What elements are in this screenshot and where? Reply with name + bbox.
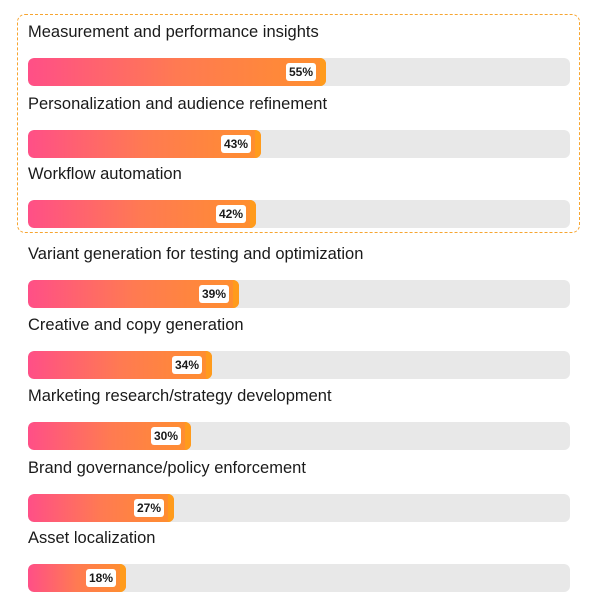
bar-row: Marketing research/strategy development 3…: [28, 386, 570, 450]
bar-end-cap: [320, 58, 326, 86]
bar-track: 30%: [28, 422, 570, 450]
bar-row: Asset localization 18%: [28, 528, 570, 592]
bar-track: 55%: [28, 58, 570, 86]
value-label: 27%: [133, 499, 164, 517]
bar-end-cap: [185, 422, 191, 450]
category-label: Marketing research/strategy development: [28, 387, 332, 405]
category-label: Creative and copy generation: [28, 316, 244, 334]
bar-track: 34%: [28, 351, 570, 379]
value-label: 39%: [198, 285, 229, 303]
bar: [28, 58, 326, 86]
bar-end-cap: [168, 494, 174, 522]
category-label: Workflow automation: [28, 165, 182, 183]
category-label: Personalization and audience refinement: [28, 95, 328, 113]
bar-row: Brand governance/policy enforcement 27%: [28, 458, 570, 522]
value-label: 42%: [215, 205, 246, 223]
bar-end-cap: [250, 200, 256, 228]
value-label: 43%: [220, 135, 251, 153]
value-label: 30%: [150, 427, 181, 445]
bar-end-cap: [255, 130, 261, 158]
bar-track: 39%: [28, 280, 570, 308]
category-label: Asset localization: [28, 529, 156, 547]
bar-row: Variant generation for testing and optim…: [28, 244, 570, 308]
bar-track: 42%: [28, 200, 570, 228]
bar-track: 43%: [28, 130, 570, 158]
bar-track: 18%: [28, 564, 570, 592]
bar-row: Workflow automation 42%: [28, 164, 570, 228]
bar-row: Measurement and performance insights 55%: [28, 22, 570, 86]
category-label: Measurement and performance insights: [28, 23, 319, 41]
category-label: Variant generation for testing and optim…: [28, 245, 364, 263]
value-label: 34%: [171, 356, 202, 374]
top-three-highlight-box: [17, 14, 580, 233]
bar-track: 27%: [28, 494, 570, 522]
value-label: 18%: [85, 569, 116, 587]
bar-end-cap: [206, 351, 212, 379]
category-label: Brand governance/policy enforcement: [28, 459, 306, 477]
bar-row: Creative and copy generation 34%: [28, 315, 570, 379]
bar-end-cap: [120, 564, 126, 592]
bar-end-cap: [233, 280, 239, 308]
value-label: 55%: [285, 63, 316, 81]
bar-row: Personalization and audience refinement 4…: [28, 94, 570, 158]
